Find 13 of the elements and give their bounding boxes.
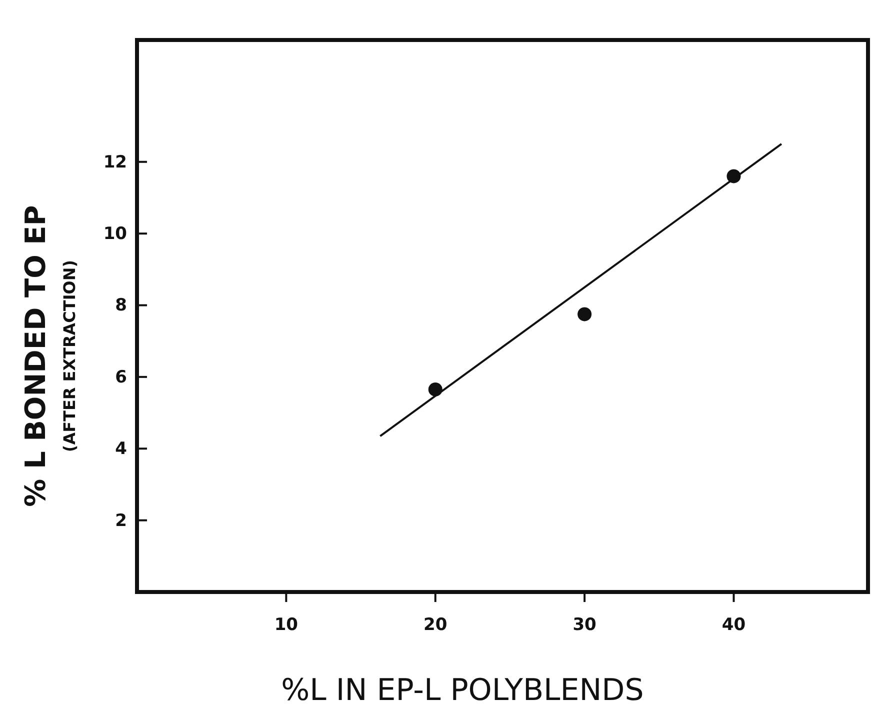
y-tick-label: 4 xyxy=(115,439,128,460)
point xyxy=(578,307,592,322)
x-tick-label: 40 xyxy=(722,615,746,636)
y-tick-label: 8 xyxy=(115,296,127,316)
x-axis-title: %L IN EP-L POLYBLENDS xyxy=(281,673,644,708)
x-tick-label: 20 xyxy=(424,615,448,636)
y-tick-label: 12 xyxy=(103,152,127,172)
y-tick-label: 6 xyxy=(115,367,127,388)
x-tick-label: 10 xyxy=(274,615,298,636)
y-tick-label: 10 xyxy=(103,224,128,244)
x-tick-label: 30 xyxy=(572,615,597,636)
y-axis-title: % L BONDED TO EP (AFTER EXTRACTION) xyxy=(19,205,79,507)
y-tick-label: 2 xyxy=(115,510,127,531)
